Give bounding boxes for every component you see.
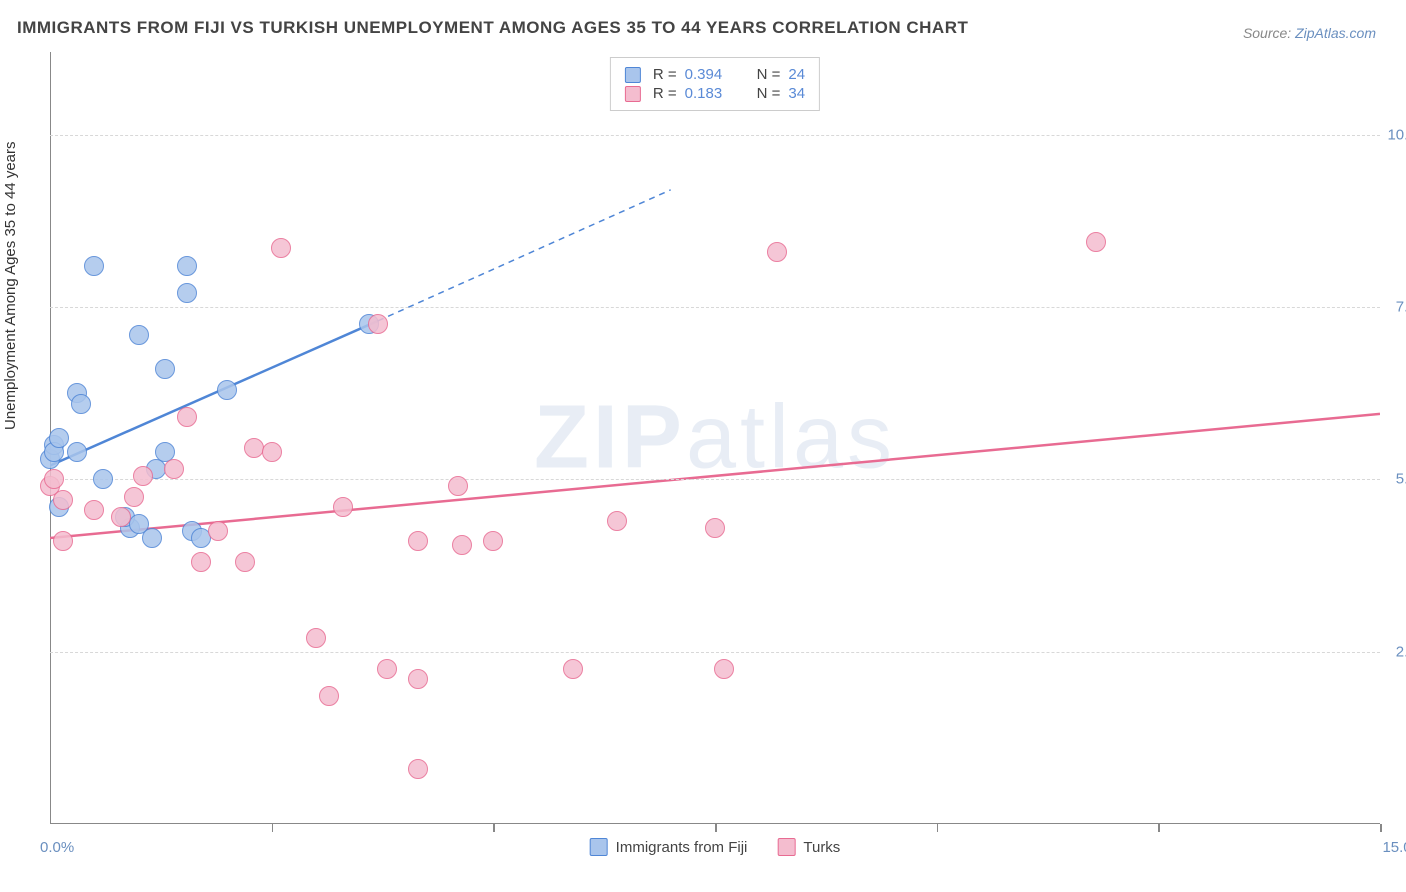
y-tick-label: 5.0% [1396,471,1406,488]
scatter-point-turks [705,518,725,538]
scatter-point-turks [767,242,787,262]
r-label: R = [653,66,677,83]
scatter-point-turks [1086,232,1106,252]
scatter-point-turks [408,759,428,779]
scatter-point-turks [714,659,734,679]
legend-item-turks: Turks [777,838,840,856]
scatter-point-fiji [129,325,149,345]
legend-swatch-turks [625,86,641,102]
trend-line-dashed-fiji [378,190,671,321]
scatter-point-turks [333,497,353,517]
scatter-point-turks [208,521,228,541]
scatter-point-fiji [177,283,197,303]
legend-swatch-fiji [625,67,641,83]
gridline-y [50,307,1380,308]
correlation-row-turks: R = 0.183 N = 34 [625,85,805,102]
gridline-y [50,652,1380,653]
scatter-point-turks [244,438,264,458]
y-axis-label: Unemployment Among Ages 35 to 44 years [2,141,19,430]
n-label: N = [757,85,781,102]
x-tick [1158,824,1160,832]
scatter-point-turks [191,552,211,572]
source-label: Source: [1243,25,1295,41]
scatter-point-turks [111,507,131,527]
scatter-point-fiji [49,428,69,448]
r-value-fiji: 0.394 [685,66,735,83]
series-legend: Immigrants from Fiji Turks [590,838,841,856]
x-tick [937,824,939,832]
correlation-row-fiji: R = 0.394 N = 24 [625,66,805,83]
scatter-point-fiji [67,442,87,462]
scatter-point-turks [177,407,197,427]
x-tick [715,824,717,832]
scatter-point-turks [408,669,428,689]
y-tick-label: 2.5% [1396,643,1406,660]
correlation-legend: R = 0.394 N = 24 R = 0.183 N = 34 [610,57,820,111]
scatter-point-turks [448,476,468,496]
watermark: ZIPatlas [534,387,896,490]
scatter-point-turks [53,531,73,551]
legend-swatch-turks [777,838,795,856]
x-tick [493,824,495,832]
x-tick [272,824,274,832]
plot-area: ZIPatlas R =0.394N =24R =0.183N =34 0.0%… [50,52,1380,824]
r-value-turks: 0.183 [685,85,735,102]
watermark-bold: ZIP [534,388,686,488]
legend-swatch-fiji [590,838,608,856]
watermark-light: atlas [686,388,896,488]
source-site: ZipAtlas.com [1295,25,1376,41]
x-axis-min-label: 0.0% [40,839,74,856]
scatter-point-turks [408,531,428,551]
scatter-point-fiji [84,256,104,276]
scatter-point-turks [271,238,291,258]
legend-label-turks: Turks [803,839,840,856]
legend-item-fiji: Immigrants from Fiji [590,838,748,856]
n-label: N = [757,66,781,83]
scatter-point-turks [124,487,144,507]
gridline-y [50,135,1380,136]
scatter-point-turks [563,659,583,679]
scatter-point-turks [133,466,153,486]
chart-title: IMMIGRANTS FROM FIJI VS TURKISH UNEMPLOY… [17,18,968,38]
x-axis-max-label: 15.0% [1382,839,1406,856]
source-attribution: Source: ZipAtlas.com [1243,25,1376,41]
y-tick-label: 10.0% [1387,126,1406,143]
scatter-point-turks [483,531,503,551]
scatter-point-fiji [155,359,175,379]
scatter-point-turks [262,442,282,462]
trend-line-fiji [50,321,378,466]
scatter-point-turks [319,686,339,706]
y-tick-label: 7.5% [1396,299,1406,316]
scatter-point-turks [368,314,388,334]
scatter-point-turks [377,659,397,679]
x-tick [1380,824,1382,832]
n-value-fiji: 24 [788,66,805,83]
scatter-point-turks [306,628,326,648]
scatter-point-turks [44,469,64,489]
scatter-point-turks [53,490,73,510]
gridline-y [50,479,1380,480]
scatter-point-fiji [217,380,237,400]
scatter-point-fiji [71,394,91,414]
scatter-point-turks [84,500,104,520]
scatter-point-fiji [177,256,197,276]
scatter-point-fiji [93,469,113,489]
scatter-point-turks [235,552,255,572]
r-label: R = [653,85,677,102]
scatter-point-fiji [142,528,162,548]
scatter-point-turks [607,511,627,531]
scatter-point-turks [164,459,184,479]
legend-label-fiji: Immigrants from Fiji [616,839,748,856]
n-value-turks: 34 [788,85,805,102]
scatter-point-turks [452,535,472,555]
